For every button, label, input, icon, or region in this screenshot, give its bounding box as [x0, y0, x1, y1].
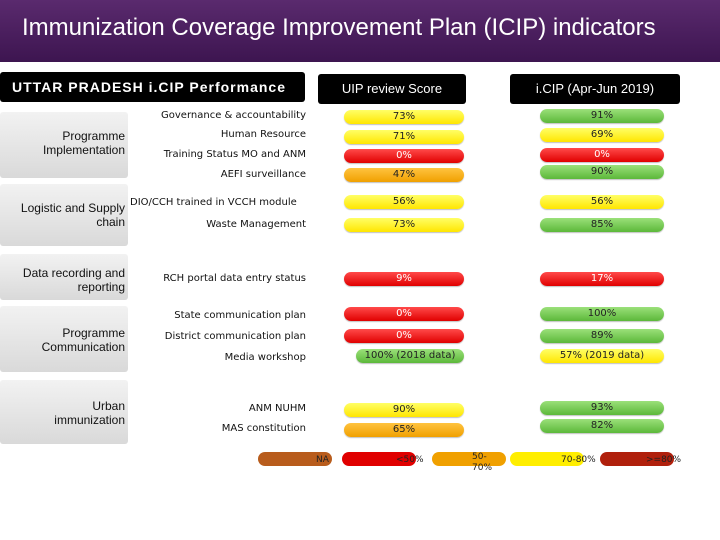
legend-swatch	[342, 452, 416, 466]
indicator-label: Media workshop	[224, 352, 306, 363]
icip-score-pill: 17%	[540, 272, 664, 286]
legend-swatch	[510, 452, 584, 466]
indicator-label: Waste Management	[206, 219, 306, 230]
category-box-logistic-supply	[0, 184, 128, 246]
category-box-urban-immunization	[0, 380, 128, 444]
indicator-label: DIO/CCH trained in VCCH module	[130, 197, 297, 208]
icip-score-pill: 56%	[540, 195, 664, 209]
indicator-label: MAS constitution	[221, 423, 306, 434]
category-box-programme-implementation	[0, 112, 128, 178]
uip-score-pill: 90%	[344, 403, 464, 417]
icip-score-pill: 100%	[540, 307, 664, 321]
icip-score-pill: 90%	[540, 165, 664, 179]
icip-score-pill: 69%	[540, 128, 664, 142]
category-label-urban-immunization: Urban immunization	[54, 399, 125, 427]
indicator-label: Human Resource	[220, 129, 306, 140]
legend-swatch	[600, 452, 674, 466]
category-label-logistic-supply: Logistic and Supply chain	[20, 201, 125, 229]
icip-score-pill: 85%	[540, 218, 664, 232]
uip-score-pill: 9%	[344, 272, 464, 286]
indicator-label: District communication plan	[164, 331, 306, 342]
category-label-programme-implementation: Programme Implementation	[42, 129, 125, 157]
page-title: Immunization Coverage Improvement Plan (…	[22, 14, 656, 41]
title-bar	[0, 0, 720, 62]
uip-score-pill: 65%	[344, 423, 464, 437]
icip-score-pill: 57% (2019 data)	[540, 349, 664, 363]
legend-swatch	[432, 452, 506, 466]
legend-label: >=80%	[646, 455, 682, 465]
uip-score-column-header: UIP review Score	[318, 74, 466, 104]
indicator-label: Training Status MO and ANM	[163, 149, 306, 160]
uip-score-pill: 47%	[344, 168, 464, 182]
indicator-label: Governance & accountability	[161, 110, 306, 121]
uip-score-pill: 73%	[344, 218, 464, 232]
uip-score-pill: 0%	[344, 329, 464, 343]
legend-label: <50%	[396, 455, 424, 465]
indicator-label: ANM NUHM	[248, 403, 306, 414]
uip-score-pill: 73%	[344, 110, 464, 124]
indicator-label: AEFI surveillance	[220, 169, 306, 180]
uip-score-pill: 71%	[344, 130, 464, 144]
uip-score-pill: 0%	[344, 307, 464, 321]
icip-score-pill: 93%	[540, 401, 664, 415]
legend-label: 70-80%	[561, 455, 596, 465]
uip-score-pill: 0%	[344, 149, 464, 163]
indicator-label: RCH portal data entry status	[163, 273, 306, 284]
icip-score-pill: 91%	[540, 109, 664, 123]
legend-label: 50-70%	[472, 452, 493, 473]
icip-score-pill: 0%	[540, 148, 664, 162]
legend-swatch	[258, 452, 332, 466]
category-box-programme-communication	[0, 306, 128, 372]
icip-score-pill: 89%	[540, 329, 664, 343]
state-performance-header: UTTAR PRADESH i.CIP Performance	[0, 72, 305, 102]
indicator-label: State communication plan	[174, 310, 306, 321]
legend-label: NA	[316, 455, 329, 465]
category-box-data-recording	[0, 254, 128, 300]
category-label-data-recording: Data recording and reporting	[22, 266, 125, 294]
uip-score-pill: 100% (2018 data)	[356, 349, 464, 363]
category-label-programme-communication: Programme Communication	[41, 326, 125, 354]
icip-score-pill: 82%	[540, 419, 664, 433]
uip-score-pill: 56%	[344, 195, 464, 209]
icip-column-header: i.CIP (Apr-Jun 2019)	[510, 74, 680, 104]
